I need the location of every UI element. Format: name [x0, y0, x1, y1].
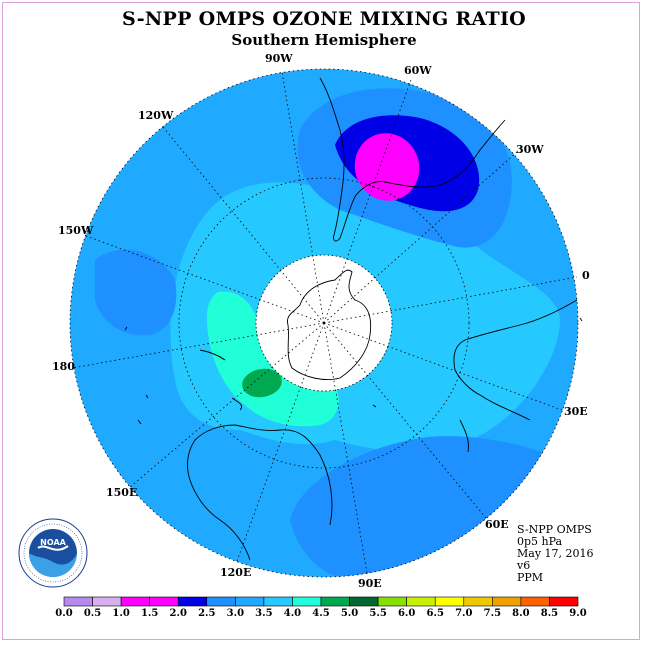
- colorbar-tick-label: 8.5: [540, 608, 559, 619]
- lon-label-30e: 30E: [564, 405, 588, 418]
- colorbar-swatch: [463, 596, 493, 607]
- meridian-90e: [323, 322, 368, 574]
- colorbar-swatch: [263, 596, 293, 607]
- colorbar-swatch: [349, 596, 379, 607]
- lon-label-90w: 90W: [265, 52, 293, 65]
- meridian-90w: [281, 71, 325, 324]
- colorbar-swatch: [520, 596, 550, 607]
- colorbar-swatch: [406, 596, 436, 607]
- lon-label-150w: 150W: [58, 224, 94, 237]
- colorbar-tick-label: 6.5: [426, 608, 444, 619]
- meridian-120e: [236, 322, 325, 562]
- map-subtitle: Southern Hemisphere: [231, 31, 417, 49]
- meridian-60w: [323, 76, 413, 324]
- lon-label-150e: 150E: [106, 486, 138, 499]
- colorbar-swatch: [377, 596, 407, 607]
- info-level: 0p5 hPa: [517, 535, 563, 548]
- antarctica-coast: [286, 269, 372, 380]
- colorbar-tick-label: 6.0: [397, 608, 416, 619]
- colorbar-swatch: [549, 596, 579, 607]
- coastlines: [124, 77, 583, 561]
- colorbar-swatch: [292, 596, 322, 607]
- meridian-150e: [129, 322, 325, 488]
- ozone-level-2p0-west: [95, 249, 177, 336]
- ozone-level-4p5: [242, 368, 282, 398]
- colorbar-swatch: [120, 596, 150, 607]
- lon-label-30w: 30W: [516, 143, 544, 156]
- colorbar-tick-label: 1.5: [140, 608, 159, 619]
- colorbar-tick-label: 5.5: [369, 608, 387, 619]
- madagascar-coast: [459, 419, 469, 453]
- colorbar-tick-label: 5.0: [340, 608, 359, 619]
- colorbar-tick-label: 7.5: [483, 608, 502, 619]
- lon-label-60e: 60E: [485, 518, 509, 531]
- colorbar-tick-label: 2.0: [169, 608, 187, 619]
- south-america-coast: [319, 77, 506, 242]
- colorbar-swatch: [434, 596, 465, 607]
- ozone-level-3p5: [206, 291, 339, 427]
- info-block: S-NPP OMPS 0p5 hPa May 17, 2016 v6 PPM: [517, 524, 594, 584]
- colorbar-tick-label: 2.5: [198, 608, 216, 619]
- island-marks: [124, 317, 583, 425]
- meridian-30e: [323, 322, 563, 411]
- info-version: v6: [517, 559, 531, 572]
- map-title: S-NPP OMPS OZONE MIXING RATIO: [121, 8, 527, 30]
- meridian-60e: [323, 322, 487, 519]
- colorbar-tick-label: 3.5: [255, 608, 273, 619]
- info-units: PPM: [517, 571, 544, 584]
- australia-coast: [187, 424, 333, 561]
- colorbar-tick-label: 3.0: [226, 608, 245, 619]
- colorbar-tick-label: 0.0: [55, 608, 73, 619]
- noaa-logo-icon: NOAA: [18, 518, 88, 588]
- colorbar-swatch: [149, 596, 179, 607]
- polar-night-outline: [255, 254, 393, 392]
- colorbar-swatch: [206, 596, 236, 607]
- colorbar: [63, 596, 579, 607]
- colorbar-tick-label: 9.0: [569, 608, 587, 619]
- info-instrument: S-NPP OMPS: [517, 523, 592, 536]
- colorbar-tick-label: 0.5: [83, 608, 102, 619]
- colorbar-tick-label: 4.0: [283, 608, 302, 619]
- colorbar-tick-label: 8.0: [512, 608, 530, 619]
- colorbar-tick-label: 1.0: [112, 608, 130, 619]
- lon-label-90e: 90E: [358, 577, 382, 590]
- meridian-120w: [162, 126, 325, 324]
- new-zealand-coast: [199, 349, 243, 411]
- lon-label-60w: 60W: [404, 64, 432, 77]
- lon-label-120e: 120E: [220, 566, 252, 579]
- africa-coast: [453, 299, 578, 421]
- colorbar-swatch: [235, 596, 265, 607]
- latitude-circle-inner: [178, 177, 470, 469]
- figure-frame: [2, 2, 640, 640]
- colorbar-tick-label: 4.5: [312, 608, 330, 619]
- meridian-150w: [85, 235, 325, 324]
- lon-label-120w: 120W: [138, 109, 174, 122]
- colorbar-swatch: [320, 596, 350, 607]
- colorbar-tick-label: 7.0: [455, 608, 473, 619]
- info-date: May 17, 2016: [517, 547, 594, 560]
- colorbar-swatch: [63, 596, 93, 607]
- colorbar-swatch: [177, 596, 208, 607]
- colorbar-swatch: [492, 596, 522, 607]
- lon-label-0: 0: [582, 269, 590, 282]
- noaa-logo-text: NOAA: [40, 538, 66, 547]
- colorbar-swatch: [92, 596, 122, 607]
- lon-label-180: 180: [52, 360, 75, 373]
- graticule: [69, 68, 579, 578]
- latitude-circle-outer: [69, 68, 579, 578]
